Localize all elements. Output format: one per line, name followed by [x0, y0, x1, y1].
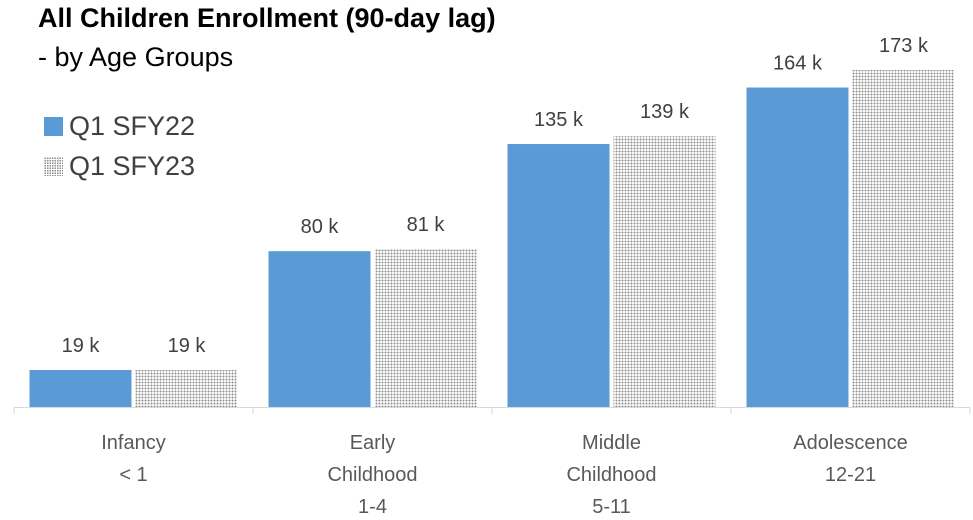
bar-q1-sfy22-2	[507, 144, 610, 407]
chart-title-suffix: (90-day lag)	[345, 3, 496, 33]
legend-label: Q1 SFY23	[69, 150, 196, 181]
data-label: 139 k	[640, 101, 690, 123]
x-tick-label: Childhood	[327, 464, 417, 486]
chart-legend: Q1 SFY22 Q1 SFY23	[44, 106, 195, 186]
data-label: 173 k	[879, 35, 929, 57]
bar-q1-sfy23-2	[613, 136, 716, 408]
bar-q1-sfy22-3	[746, 87, 849, 407]
bar-q1-sfy23-1	[374, 249, 477, 407]
legend-label: Q1 SFY22	[69, 110, 196, 141]
bar-q1-sfy22-1	[268, 251, 371, 407]
data-label: 164 k	[773, 53, 823, 75]
data-label: 19 k	[62, 335, 101, 357]
bar-q1-sfy23-0	[135, 369, 238, 407]
data-label: 81 k	[407, 214, 446, 236]
chart-title-main: All Children Enrollment	[38, 3, 339, 33]
bar-q1-sfy22-0	[29, 369, 132, 407]
data-label: 19 k	[168, 335, 207, 357]
data-label: 80 k	[301, 216, 340, 238]
legend-item-q1-sfy22: Q1 SFY22	[44, 106, 195, 146]
chart-title: All Children Enrollment (90-day lag)	[38, 0, 496, 36]
x-tick-label: Childhood	[566, 464, 656, 486]
x-tick-label: Middle	[582, 432, 641, 454]
data-label: 135 k	[534, 109, 584, 131]
legend-swatch-solid	[44, 116, 63, 136]
chart-subtitle: - by Age Groups	[38, 42, 234, 72]
x-tick-label: Adolescence	[793, 432, 908, 454]
chart-title-block: All Children Enrollment (90-day lag)	[38, 0, 496, 36]
legend-item-q1-sfy23: Q1 SFY23	[44, 146, 195, 186]
x-tick-label: < 1	[119, 464, 147, 486]
x-tick-label: 12-21	[825, 464, 876, 486]
labels-layer: 19 k 19 k Infancy < 1 80 k 81 k Early Childhood…	[62, 35, 929, 518]
x-tick-label: Infancy	[101, 432, 165, 454]
bar-q1-sfy23-3	[852, 70, 955, 407]
x-tick-label: 5-11	[592, 496, 631, 518]
x-axis	[13, 407, 971, 414]
bars-layer	[29, 70, 955, 408]
x-tick-label: 1-4	[358, 496, 387, 518]
x-tick-label: Early	[350, 432, 396, 454]
legend-swatch-dotted	[44, 156, 63, 176]
